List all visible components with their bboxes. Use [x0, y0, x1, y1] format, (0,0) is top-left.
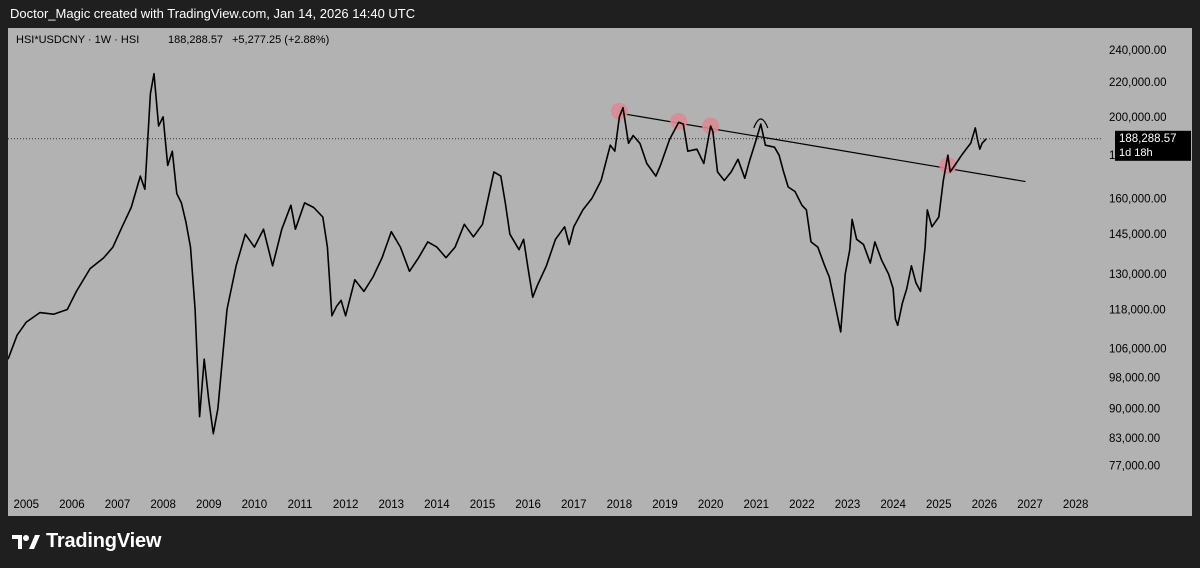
chart-attribution: Doctor_Magic created with TradingView.co… — [10, 6, 416, 21]
tradingview-logo-icon — [12, 534, 40, 549]
tradingview-brand: TradingView — [46, 530, 162, 552]
x-tick-label: 2012 — [333, 499, 359, 511]
x-tick-label: 2016 — [515, 499, 541, 511]
x-tick-label: 2019 — [652, 499, 678, 511]
y-tick-label: 130,000.00 — [1109, 269, 1167, 281]
y-tick-label: 220,000.00 — [1109, 77, 1167, 89]
y-tick-label: 200,000.00 — [1109, 112, 1167, 124]
chart-panel[interactable]: HSI*USDCNY · 1W · HSI 188,288.57 +5,277.25… — [8, 28, 1192, 516]
x-tick-label: 2014 — [424, 499, 450, 511]
price-series-line[interactable] — [8, 72, 987, 435]
x-tick-label: 2021 — [743, 499, 769, 511]
price-chart[interactable]: HSI*USDCNY · 1W · HSI 188,288.57 +5,277.25… — [8, 28, 1192, 516]
x-tick-label: 2005 — [13, 499, 39, 511]
legend-last-price: 188,288.57 — [168, 34, 223, 46]
price-badge-countdown: 1d 18h — [1119, 147, 1153, 159]
x-tick-label: 2013 — [378, 499, 404, 511]
x-tick-label: 2024 — [880, 499, 906, 511]
legend-change: +5,277.25 (+2.88%) — [232, 34, 329, 46]
x-tick-label: 2008 — [150, 499, 176, 511]
x-tick-label: 2015 — [470, 499, 496, 511]
x-tick-label: 2010 — [242, 499, 268, 511]
x-tick-label: 2006 — [59, 499, 85, 511]
y-tick-label: 160,000.00 — [1109, 193, 1167, 205]
y-tick-label: 118,000.00 — [1109, 305, 1166, 317]
price-badge — [1115, 130, 1191, 161]
y-tick-label: 77,000.00 — [1109, 460, 1160, 472]
x-tick-label: 2018 — [607, 499, 633, 511]
legend-symbol: HSI*USDCNY · 1W · HSI — [16, 34, 139, 46]
y-tick-label: 98,000.00 — [1109, 372, 1160, 384]
x-tick-label: 2028 — [1063, 499, 1089, 511]
x-tick-label: 2027 — [1017, 499, 1043, 511]
tradingview-logo[interactable]: TradingView — [12, 530, 161, 553]
y-tick-label: 83,000.00 — [1109, 433, 1160, 445]
x-tick-label: 2025 — [926, 499, 952, 511]
x-tick-label: 2017 — [561, 499, 587, 511]
arc-annotation[interactable] — [753, 118, 769, 129]
x-tick-label: 2009 — [196, 499, 222, 511]
y-tick-label: 90,000.00 — [1109, 403, 1160, 415]
x-tick-label: 2023 — [835, 499, 861, 511]
y-tick-label: 145,000.00 — [1109, 229, 1167, 241]
price-badge-value: 188,288.57 — [1119, 133, 1177, 145]
x-tick-label: 2022 — [789, 499, 815, 511]
x-tick-label: 2026 — [972, 499, 998, 511]
trendline[interactable] — [619, 112, 1026, 183]
y-tick-label: 240,000.00 — [1109, 45, 1167, 57]
x-tick-label: 2007 — [105, 499, 131, 511]
y-tick-label: 106,000.00 — [1109, 344, 1167, 356]
x-tick-label: 2011 — [288, 499, 313, 511]
x-tick-label: 2020 — [698, 499, 724, 511]
